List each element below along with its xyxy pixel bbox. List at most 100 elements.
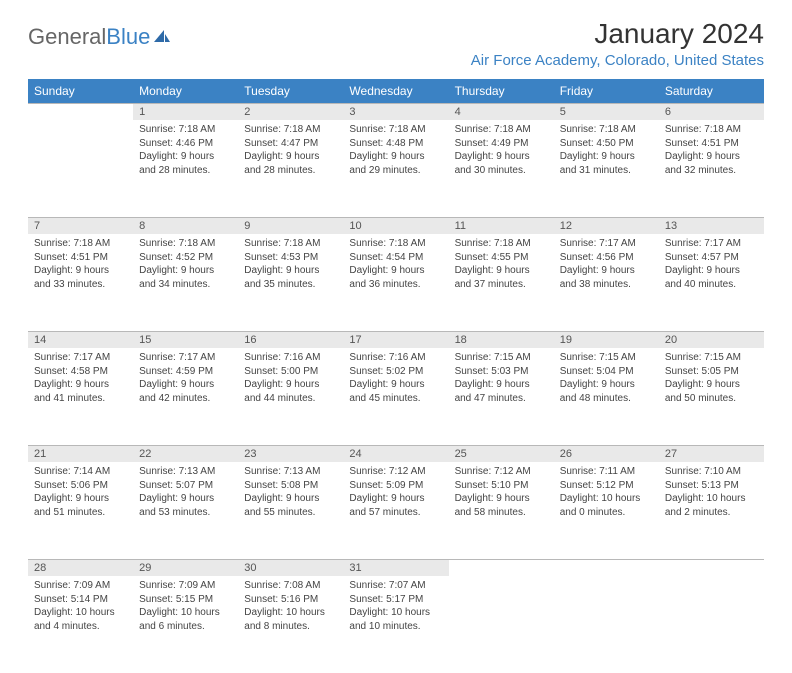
day-number: 16 (238, 332, 343, 349)
sunrise-text: Sunrise: 7:18 AM (244, 237, 337, 251)
daylight-text: Daylight: 10 hours and 2 minutes. (665, 492, 758, 519)
sunset-text: Sunset: 4:51 PM (34, 251, 127, 265)
sunrise-text: Sunrise: 7:17 AM (665, 237, 758, 251)
daylight-text: Daylight: 9 hours and 41 minutes. (34, 378, 127, 405)
logo-part2: Blue (106, 24, 150, 50)
day-number: 12 (554, 218, 659, 235)
calendar-table: Sunday Monday Tuesday Wednesday Thursday… (28, 79, 764, 673)
daylight-text: Daylight: 9 hours and 35 minutes. (244, 264, 337, 291)
sunrise-text: Sunrise: 7:18 AM (455, 237, 548, 251)
sunrise-text: Sunrise: 7:17 AM (560, 237, 653, 251)
daylight-text: Daylight: 9 hours and 33 minutes. (34, 264, 127, 291)
day-number (554, 560, 659, 577)
day-number: 8 (133, 218, 238, 235)
sunrise-text: Sunrise: 7:18 AM (349, 237, 442, 251)
sunset-text: Sunset: 5:09 PM (349, 479, 442, 493)
daylight-text: Daylight: 9 hours and 30 minutes. (455, 150, 548, 177)
sunset-text: Sunset: 5:08 PM (244, 479, 337, 493)
day-cell: Sunrise: 7:18 AMSunset: 4:51 PMDaylight:… (28, 234, 133, 332)
sunrise-text: Sunrise: 7:15 AM (665, 351, 758, 365)
day-number: 17 (343, 332, 448, 349)
daylight-text: Daylight: 9 hours and 42 minutes. (139, 378, 232, 405)
sunset-text: Sunset: 4:46 PM (139, 137, 232, 151)
day-cell: Sunrise: 7:18 AMSunset: 4:53 PMDaylight:… (238, 234, 343, 332)
day-cell: Sunrise: 7:16 AMSunset: 5:00 PMDaylight:… (238, 348, 343, 446)
day-cell: Sunrise: 7:09 AMSunset: 5:15 PMDaylight:… (133, 576, 238, 673)
daylight-text: Daylight: 9 hours and 53 minutes. (139, 492, 232, 519)
day-content-row: Sunrise: 7:18 AMSunset: 4:51 PMDaylight:… (28, 234, 764, 332)
day-number: 31 (343, 560, 448, 577)
day-header: Wednesday (343, 79, 448, 104)
day-number: 10 (343, 218, 448, 235)
daylight-text: Daylight: 9 hours and 37 minutes. (455, 264, 548, 291)
daylight-text: Daylight: 9 hours and 48 minutes. (560, 378, 653, 405)
daylight-text: Daylight: 10 hours and 6 minutes. (139, 606, 232, 633)
daylight-text: Daylight: 9 hours and 32 minutes. (665, 150, 758, 177)
sunrise-text: Sunrise: 7:09 AM (34, 579, 127, 593)
daylight-text: Daylight: 9 hours and 29 minutes. (349, 150, 442, 177)
day-header: Saturday (659, 79, 764, 104)
daylight-text: Daylight: 9 hours and 40 minutes. (665, 264, 758, 291)
sunset-text: Sunset: 5:04 PM (560, 365, 653, 379)
sunrise-text: Sunrise: 7:09 AM (139, 579, 232, 593)
calendar-page: GeneralBlue January 2024 Air Force Acade… (0, 0, 792, 673)
daylight-text: Daylight: 9 hours and 45 minutes. (349, 378, 442, 405)
day-cell (659, 576, 764, 673)
day-number: 20 (659, 332, 764, 349)
daylight-text: Daylight: 9 hours and 57 minutes. (349, 492, 442, 519)
day-cell: Sunrise: 7:07 AMSunset: 5:17 PMDaylight:… (343, 576, 448, 673)
day-cell: Sunrise: 7:13 AMSunset: 5:08 PMDaylight:… (238, 462, 343, 560)
sunset-text: Sunset: 4:52 PM (139, 251, 232, 265)
day-number: 7 (28, 218, 133, 235)
day-number: 19 (554, 332, 659, 349)
day-number-row: 28293031 (28, 560, 764, 577)
daylight-text: Daylight: 9 hours and 34 minutes. (139, 264, 232, 291)
daylight-text: Daylight: 9 hours and 50 minutes. (665, 378, 758, 405)
sunrise-text: Sunrise: 7:13 AM (244, 465, 337, 479)
sunset-text: Sunset: 4:57 PM (665, 251, 758, 265)
day-cell: Sunrise: 7:13 AMSunset: 5:07 PMDaylight:… (133, 462, 238, 560)
daylight-text: Daylight: 9 hours and 36 minutes. (349, 264, 442, 291)
day-cell: Sunrise: 7:18 AMSunset: 4:55 PMDaylight:… (449, 234, 554, 332)
sunset-text: Sunset: 5:12 PM (560, 479, 653, 493)
day-number (28, 104, 133, 121)
day-cell: Sunrise: 7:12 AMSunset: 5:10 PMDaylight:… (449, 462, 554, 560)
day-cell: Sunrise: 7:15 AMSunset: 5:04 PMDaylight:… (554, 348, 659, 446)
day-number: 18 (449, 332, 554, 349)
sunrise-text: Sunrise: 7:18 AM (560, 123, 653, 137)
day-number: 15 (133, 332, 238, 349)
sunrise-text: Sunrise: 7:18 AM (34, 237, 127, 251)
day-header: Thursday (449, 79, 554, 104)
sunrise-text: Sunrise: 7:12 AM (455, 465, 548, 479)
day-header: Monday (133, 79, 238, 104)
sunrise-text: Sunrise: 7:18 AM (139, 123, 232, 137)
day-cell: Sunrise: 7:16 AMSunset: 5:02 PMDaylight:… (343, 348, 448, 446)
sunrise-text: Sunrise: 7:17 AM (139, 351, 232, 365)
sunset-text: Sunset: 4:58 PM (34, 365, 127, 379)
sunset-text: Sunset: 4:47 PM (244, 137, 337, 151)
sunset-text: Sunset: 5:07 PM (139, 479, 232, 493)
daylight-text: Daylight: 9 hours and 38 minutes. (560, 264, 653, 291)
sunrise-text: Sunrise: 7:16 AM (244, 351, 337, 365)
day-number: 13 (659, 218, 764, 235)
logo-sail-icon (152, 28, 172, 44)
day-number: 22 (133, 446, 238, 463)
sunrise-text: Sunrise: 7:15 AM (455, 351, 548, 365)
day-number: 29 (133, 560, 238, 577)
sunset-text: Sunset: 4:59 PM (139, 365, 232, 379)
day-header: Sunday (28, 79, 133, 104)
day-cell: Sunrise: 7:18 AMSunset: 4:51 PMDaylight:… (659, 120, 764, 218)
day-cell: Sunrise: 7:17 AMSunset: 4:59 PMDaylight:… (133, 348, 238, 446)
sunset-text: Sunset: 5:03 PM (455, 365, 548, 379)
day-number: 9 (238, 218, 343, 235)
day-cell: Sunrise: 7:12 AMSunset: 5:09 PMDaylight:… (343, 462, 448, 560)
day-cell: Sunrise: 7:11 AMSunset: 5:12 PMDaylight:… (554, 462, 659, 560)
day-number: 28 (28, 560, 133, 577)
sunrise-text: Sunrise: 7:11 AM (560, 465, 653, 479)
day-number-row: 14151617181920 (28, 332, 764, 349)
day-number: 5 (554, 104, 659, 121)
daylight-text: Daylight: 9 hours and 55 minutes. (244, 492, 337, 519)
daylight-text: Daylight: 10 hours and 8 minutes. (244, 606, 337, 633)
day-number-row: 78910111213 (28, 218, 764, 235)
day-header: Tuesday (238, 79, 343, 104)
